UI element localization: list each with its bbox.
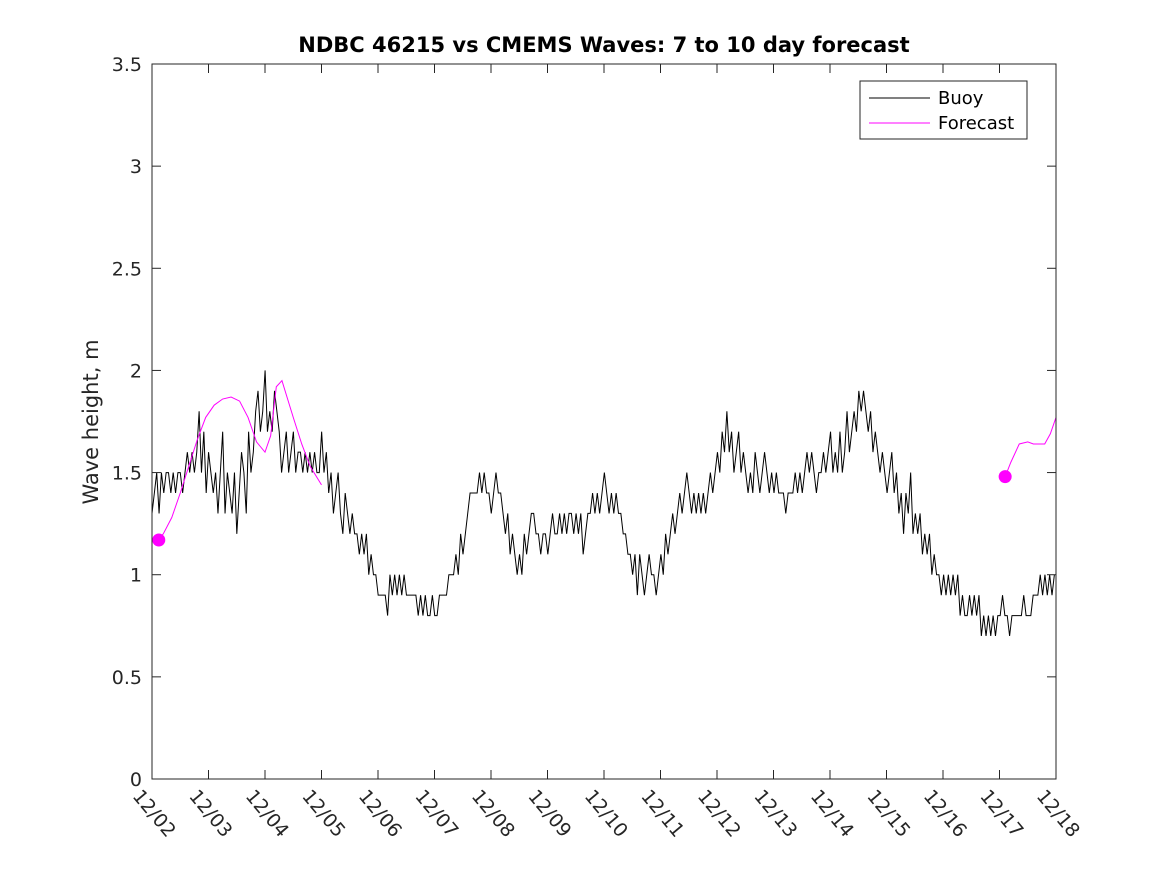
marker-layer <box>152 470 1012 547</box>
plot-frame <box>151 63 1057 780</box>
legend: Buoy Forecast <box>859 80 1028 140</box>
y-tick-labels: 0 0.5 1 1.5 2 2.5 3 3.5 <box>112 54 142 791</box>
y-tick-label-4: 2 <box>130 360 142 382</box>
plot-background <box>152 64 1056 779</box>
y-tick-label-5: 2.5 <box>112 258 142 280</box>
y-tick-label-1: 0.5 <box>112 667 142 689</box>
y-tick-label-3: 1.5 <box>112 463 142 485</box>
y-tick-label-7: 3.5 <box>112 54 142 76</box>
plot-area <box>151 63 1057 780</box>
series-layer <box>151 370 1057 637</box>
legend-label-forecast: Forecast <box>938 113 1014 134</box>
y-axis-label: Wave height, m <box>79 339 103 504</box>
legend-label-buoy: Buoy <box>938 88 984 109</box>
series-line-buoy-0 <box>151 370 1055 637</box>
legend-box <box>859 80 1028 140</box>
y-tick-label-6: 3 <box>130 156 142 178</box>
forecast-start-marker-0 <box>152 533 166 547</box>
forecast-start-marker-1 <box>998 470 1012 484</box>
y-tick-label-2: 1 <box>130 565 142 587</box>
series-line-forecast-1 <box>152 379 322 541</box>
chart-title: NDBC 46215 vs CMEMS Waves: 7 to 10 day f… <box>298 33 909 57</box>
y-tick-label-0: 0 <box>130 769 142 791</box>
series-line-forecast-2 <box>1004 417 1057 477</box>
